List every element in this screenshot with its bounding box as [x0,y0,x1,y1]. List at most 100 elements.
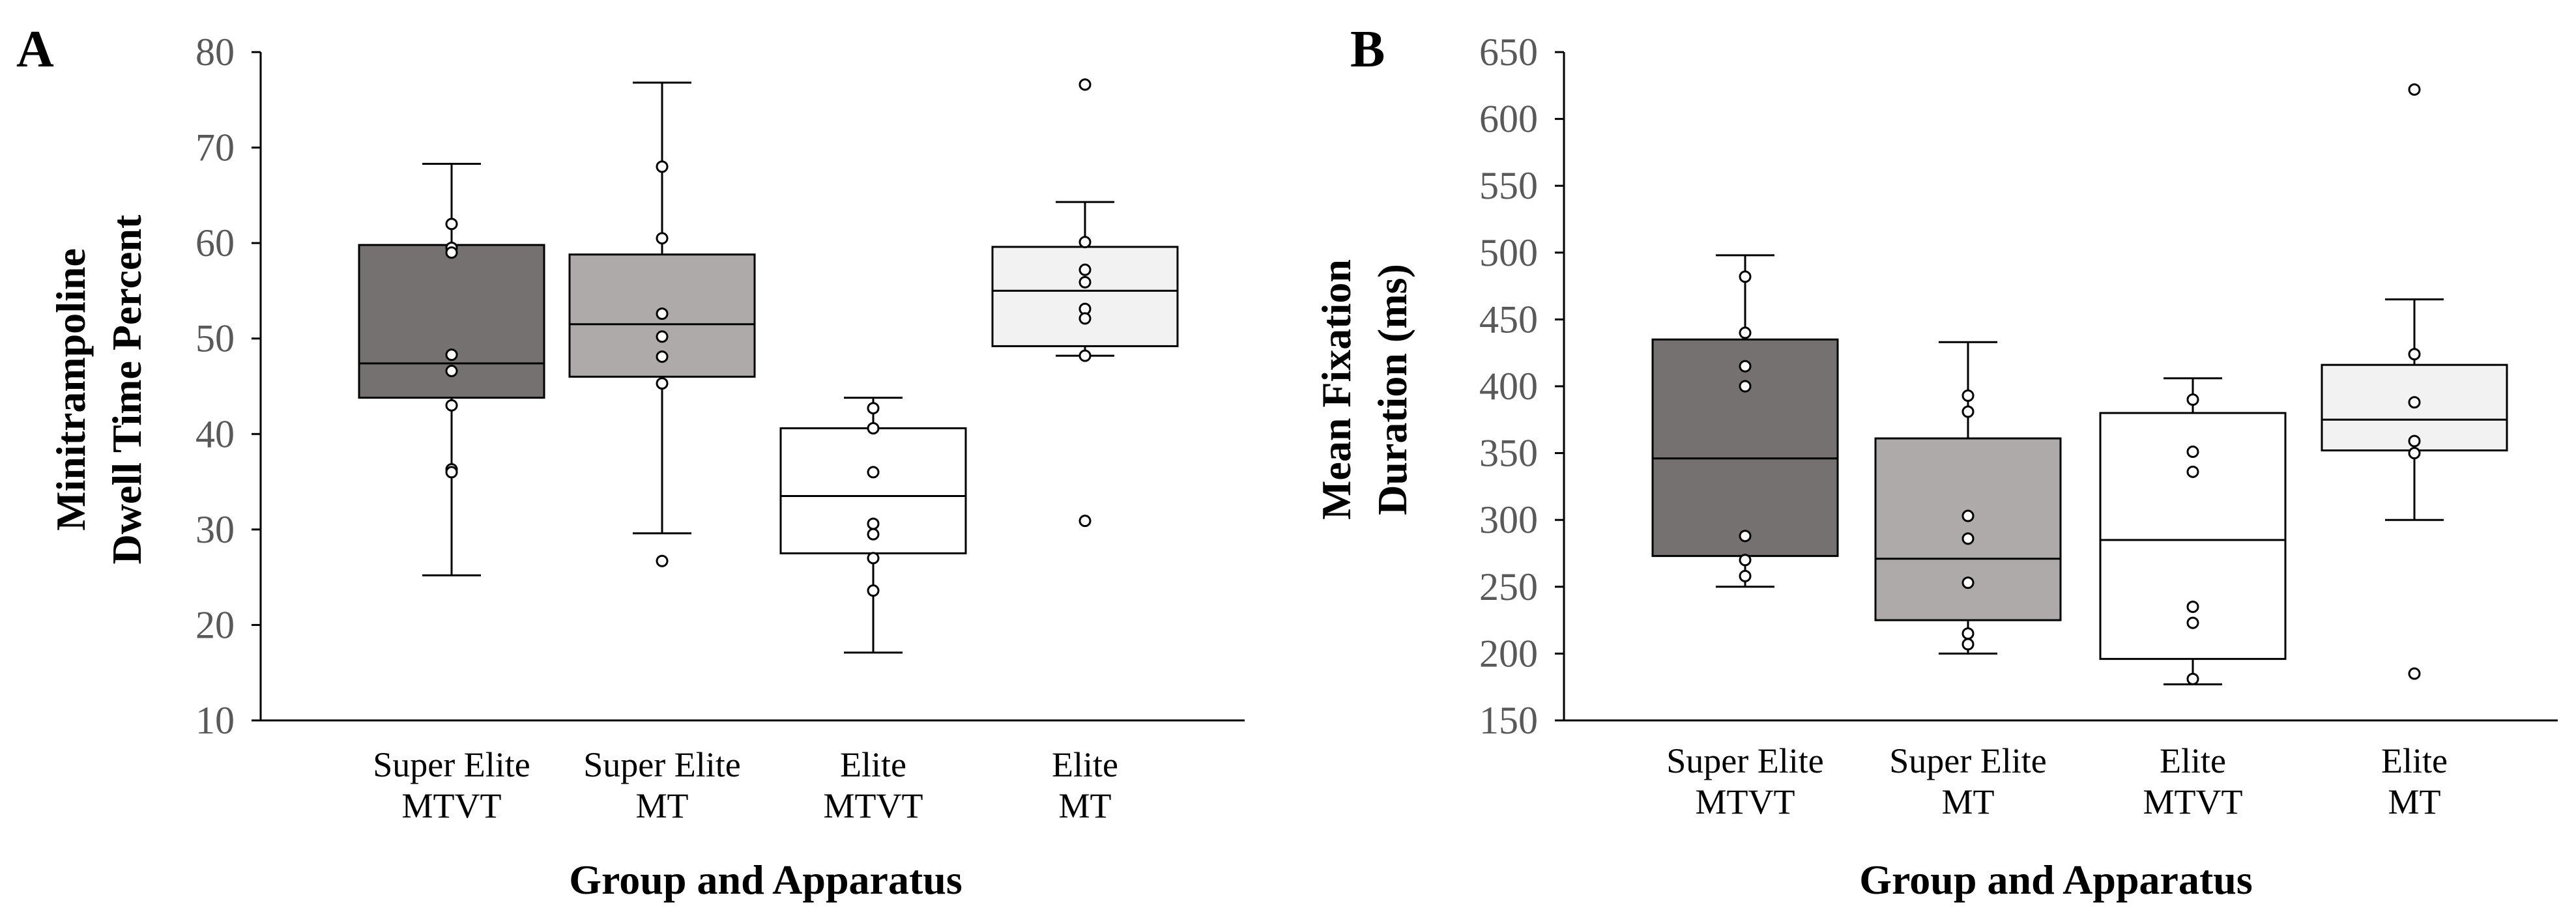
data-point [1739,270,1752,283]
data-point [1739,530,1752,543]
category-label-line-1: Elite [2160,741,2226,780]
data-point [1961,405,1975,418]
x-axis-title-a: Group and Apparatus [569,857,962,903]
data-point [1739,380,1752,393]
y-tick-label: 250 [1479,565,1538,608]
data-point [867,466,880,479]
y-tick-label: 400 [1479,365,1538,408]
data-point [1078,515,1092,528]
data-point [867,421,880,434]
data-point [1078,349,1092,362]
category-label-line-1: Elite [2381,741,2448,780]
data-point [445,246,458,259]
panel-a: A Minitrampoline Dwell Time Percent Grou… [16,21,1245,903]
data-point [867,584,880,597]
data-point [1961,389,1975,402]
category-label-line-1: Super Elite [1666,741,1823,780]
y-tick-label: 50 [195,317,235,360]
y-axis-title-line-1: Minitrampoline [48,248,94,531]
y-tick-label: 300 [1479,498,1538,541]
category-label-line-2: MT [1942,782,1995,821]
data-point [445,365,458,378]
y-tick-label: 200 [1479,632,1538,675]
category-label-line-1: Elite [1052,745,1118,784]
category-label-line-1: Elite [840,745,906,784]
box-group [991,78,1179,528]
y-tick-label: 40 [195,412,235,455]
box-group [568,81,756,567]
box-group [2099,377,2287,686]
data-point [1078,312,1092,325]
y-tick-label: 20 [195,603,235,646]
data-point [2408,434,2421,447]
box-group [779,397,967,654]
y-tick-label: 80 [195,31,235,74]
y-tick-label: 30 [195,508,235,551]
data-point [656,307,669,320]
data-point [1739,326,1752,339]
x-axis-title-b: Group and Apparatus [1859,857,2253,903]
data-point [867,552,880,565]
y-axis-title-line-2: Duration (ms) [1369,264,1415,515]
box-group [358,162,545,576]
data-point [867,402,880,415]
data-point [1078,276,1092,289]
data-point [1739,360,1752,373]
data-point [1961,509,1975,522]
data-point [867,528,880,541]
data-point [2186,616,2199,629]
data-point [867,517,880,530]
y-axis-title-b: Mean Fixation Duration (ms) [1313,259,1415,520]
data-point [445,218,458,231]
box-group [2321,83,2508,680]
data-point [656,330,669,343]
panel-label-a: A [16,21,54,78]
y-tick-label: 500 [1479,231,1538,274]
data-point [2408,447,2421,460]
data-point [656,160,669,173]
y-tick-label: 150 [1479,699,1538,742]
y-tick-label: 60 [195,221,235,264]
data-point [2408,396,2421,409]
data-point [2408,667,2421,680]
data-point [656,554,669,567]
box-iqr [1651,338,1839,558]
category-label-line-2: MTVT [402,786,502,825]
data-point [1961,627,1975,640]
category-label-line-1: Super Elite [373,745,530,784]
category-label-line-2: MT [1059,786,1112,825]
panel-label-b: B [1350,21,1385,78]
data-point [2408,83,2421,96]
data-point [1078,78,1092,91]
data-point [2186,446,2199,459]
data-point [1739,554,1752,567]
category-label-line-1: Super Elite [1889,741,2046,780]
data-point [2186,465,2199,478]
y-axis-title-line-2: Dwell Time Percent [104,214,150,564]
y-axis-title-a: Minitrampoline Dwell Time Percent [48,214,150,564]
panel-b: B Mean Fixation Duration (ms) Group and … [1313,21,2558,903]
category-label-line-2: MT [2388,782,2441,821]
data-point [2186,672,2199,685]
data-point [656,350,669,363]
category-label-line-2: MTVT [2143,782,2243,821]
data-point [2186,393,2199,406]
box-group [1651,254,1839,588]
data-point [445,399,458,412]
data-point [2408,348,2421,361]
data-point [1961,532,1975,545]
data-point [2186,601,2199,614]
data-point [445,348,458,362]
box-iqr [991,246,1179,347]
category-label-line-2: MTVT [824,786,923,825]
data-point [656,377,669,390]
data-point [1739,569,1752,582]
y-tick-label: 70 [195,126,235,169]
data-point [656,232,669,245]
y-axis-title-line-1: Mean Fixation [1313,259,1359,520]
y-tick-label: 10 [195,699,235,742]
box-iqr [1874,437,2062,621]
y-tick-label: 600 [1479,98,1538,141]
